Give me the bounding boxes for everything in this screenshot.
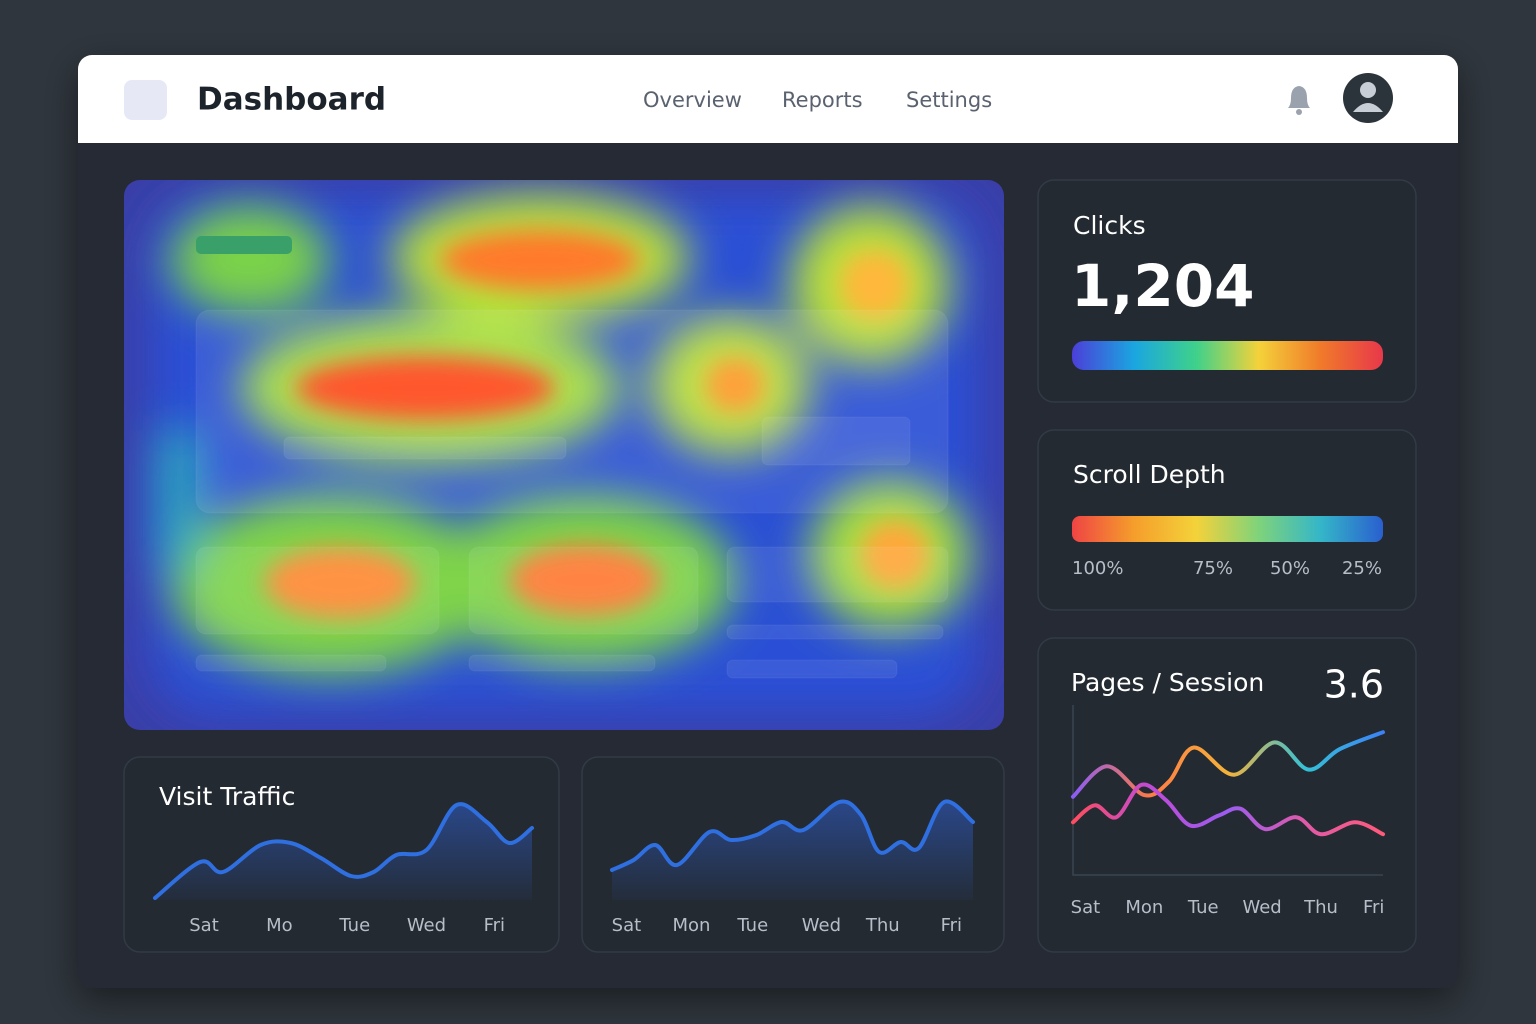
clicks-value: 1,204 bbox=[1071, 252, 1254, 320]
x-tick-label: Sat bbox=[189, 915, 219, 936]
traffic-card bbox=[123, 756, 560, 953]
x-tick-label: Wed bbox=[1242, 897, 1281, 918]
pages-value: 3.6 bbox=[1324, 663, 1384, 707]
area-fill bbox=[612, 801, 973, 900]
line bbox=[610, 799, 975, 872]
line bbox=[153, 802, 534, 900]
scroll-label: 50% bbox=[1270, 558, 1310, 579]
card-title: Visit Traffic bbox=[159, 782, 295, 811]
header-bar bbox=[78, 55, 1458, 143]
axis-frame bbox=[1072, 705, 1383, 876]
line bbox=[1071, 730, 1385, 799]
scroll-label: 100% bbox=[1072, 558, 1123, 579]
x-tick-label: Mon bbox=[672, 915, 710, 936]
card-title: Clicks bbox=[1073, 211, 1146, 240]
x-tick-label: Mo bbox=[266, 915, 293, 936]
nav-link[interactable]: Reports bbox=[782, 88, 863, 112]
nav-link[interactable]: Settings bbox=[906, 88, 992, 112]
x-tick-label: Wed bbox=[407, 915, 446, 936]
logo[interactable] bbox=[124, 80, 167, 120]
header-title: Dashboard bbox=[197, 82, 386, 118]
bell-icon[interactable] bbox=[1288, 86, 1310, 115]
x-tick-label: Wed bbox=[802, 915, 841, 936]
x-tick-label: Thu bbox=[865, 915, 900, 936]
avatar[interactable] bbox=[1343, 73, 1393, 123]
gradient-bar bbox=[1072, 516, 1383, 542]
x-tick-label: Tue bbox=[338, 915, 370, 936]
heatmap bbox=[124, 180, 1004, 730]
scroll-label: 75% bbox=[1193, 558, 1233, 579]
x-tick-label: Fri bbox=[941, 915, 962, 936]
line bbox=[1071, 782, 1385, 837]
x-tick-label: Mon bbox=[1125, 897, 1163, 918]
x-tick-label: Sat bbox=[612, 915, 642, 936]
nav-link[interactable]: Overview bbox=[643, 88, 742, 112]
area-fill bbox=[155, 804, 532, 900]
x-tick-label: Sat bbox=[1071, 897, 1101, 918]
scroll-label: 25% bbox=[1342, 558, 1382, 579]
x-tick-label: Thu bbox=[1303, 897, 1338, 918]
card-title: Pages / Session bbox=[1071, 668, 1264, 697]
x-tick-label: Fri bbox=[1363, 897, 1384, 918]
x-tick-label: Fri bbox=[484, 915, 505, 936]
x-tick-label: Tue bbox=[736, 915, 768, 936]
gradient-bar bbox=[1072, 341, 1383, 370]
card-title: Scroll Depth bbox=[1073, 460, 1226, 489]
x-tick-label: Tue bbox=[1187, 897, 1219, 918]
pages-card bbox=[1037, 637, 1417, 953]
